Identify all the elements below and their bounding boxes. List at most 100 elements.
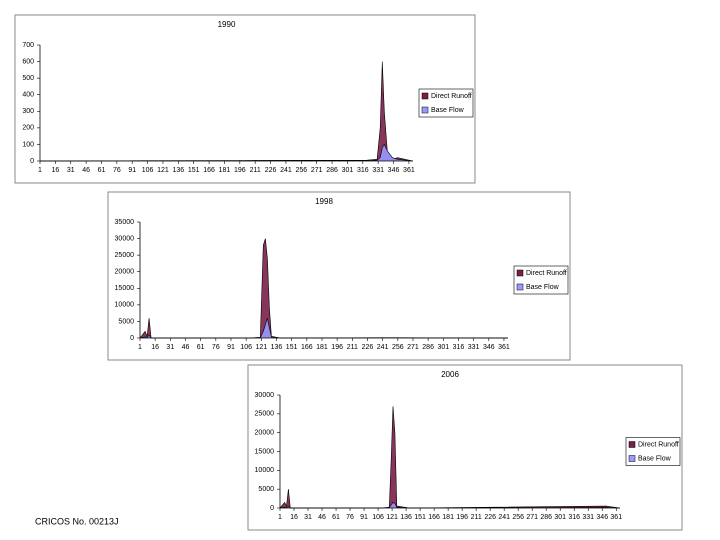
x-tick-label: 361	[498, 344, 510, 351]
x-tick-label: 1	[38, 167, 42, 174]
x-tick-label: 106	[372, 514, 384, 521]
x-tick-label: 331	[372, 167, 384, 174]
legend-swatch	[628, 441, 636, 448]
x-tick-label: 256	[392, 344, 404, 351]
x-tick-label: 106	[240, 344, 252, 351]
legend-swatch	[516, 269, 524, 277]
x-tick-label: 91	[227, 344, 235, 351]
y-tick-label: 400	[22, 92, 34, 99]
y-tick-label: 700	[22, 42, 34, 49]
x-tick-label: 76	[212, 344, 220, 351]
chart-frame	[247, 364, 683, 531]
y-tick-label: 35000	[115, 219, 135, 226]
x-tick-label: 181	[219, 167, 231, 174]
x-tick-label: 151	[188, 167, 200, 174]
x-tick-label: 316	[568, 514, 580, 521]
x-tick-label: 301	[437, 344, 449, 351]
x-tick-label: 241	[498, 514, 510, 521]
x-tick-label: 181	[316, 344, 328, 351]
legend-swatch	[421, 106, 429, 114]
x-tick-label: 196	[234, 167, 246, 174]
chart-frame	[107, 191, 571, 361]
y-tick-label: 500	[22, 75, 34, 82]
x-tick-label: 46	[318, 514, 326, 521]
legend-label: Direct Runoff	[526, 270, 567, 277]
x-tick-label: 16	[51, 167, 59, 174]
x-tick-label: 91	[360, 514, 368, 521]
x-tick-label: 46	[82, 167, 90, 174]
area	[139, 318, 509, 339]
x-tick-label: 91	[128, 167, 136, 174]
x-tick-label: 16	[290, 514, 298, 521]
area	[139, 238, 509, 339]
x-tick-label: 121	[255, 344, 267, 351]
x-tick-label: 181	[442, 514, 454, 521]
x-tick-label: 61	[197, 344, 205, 351]
x-tick-label: 286	[326, 167, 338, 174]
y-tick-label: 600	[22, 58, 34, 65]
y-tick-label: 0	[270, 505, 274, 512]
y-tick-label: 15000	[115, 285, 135, 292]
y-tick-label: 30000	[255, 392, 275, 399]
x-tick-label: 256	[295, 167, 307, 174]
x-tick-label: 211	[250, 167, 261, 174]
x-tick-label: 151	[286, 344, 298, 351]
x-tick-label: 331	[582, 514, 594, 521]
y-tick-label: 300	[22, 108, 34, 115]
x-tick-label: 241	[280, 167, 292, 174]
y-tick-label: 20000	[115, 269, 135, 276]
legend-swatch	[516, 283, 524, 291]
x-tick-label: 1	[278, 514, 282, 521]
x-tick-label: 166	[203, 167, 215, 174]
x-tick-label: 211	[347, 344, 358, 351]
x-tick-label: 121	[386, 514, 398, 521]
x-tick-label: 31	[67, 167, 75, 174]
x-tick-label: 76	[113, 167, 121, 174]
x-tick-label: 346	[388, 167, 400, 174]
y-tick-label: 5000	[118, 318, 134, 325]
x-tick-label: 271	[407, 344, 419, 351]
y-tick-label: 5000	[258, 486, 274, 493]
x-tick-label: 61	[332, 514, 340, 521]
x-tick-label: 331	[468, 344, 480, 351]
x-tick-label: 286	[540, 514, 552, 521]
chart-frame	[14, 14, 476, 184]
x-tick-label: 361	[403, 167, 415, 174]
x-tick-label: 301	[554, 514, 566, 521]
x-tick-label: 196	[331, 344, 343, 351]
y-tick-label: 100	[22, 141, 34, 148]
x-tick-label: 16	[151, 344, 159, 351]
footer: CRICOS No. 00213J	[35, 516, 119, 526]
x-tick-label: 76	[346, 514, 354, 521]
x-tick-label: 241	[377, 344, 389, 351]
y-tick-label: 0	[130, 335, 134, 342]
x-tick-label: 166	[301, 344, 313, 351]
x-tick-label: 121	[157, 167, 169, 174]
y-tick-label: 10000	[255, 467, 275, 474]
x-tick-label: 226	[484, 514, 496, 521]
chart-title: 1990	[218, 20, 236, 29]
y-tick-label: 25000	[115, 252, 135, 259]
x-tick-label: 301	[342, 167, 354, 174]
legend-swatch	[628, 455, 636, 462]
legend-label: Base Flow	[526, 284, 560, 291]
legend-label: Direct Runoff	[431, 93, 472, 100]
x-tick-label: 211	[471, 514, 482, 521]
legend-label: Base Flow	[638, 455, 672, 462]
x-tick-label: 226	[265, 167, 277, 174]
x-tick-label: 226	[362, 344, 374, 351]
x-tick-label: 106	[142, 167, 154, 174]
x-tick-label: 316	[357, 167, 369, 174]
x-tick-label: 271	[311, 167, 323, 174]
x-tick-label: 136	[172, 167, 184, 174]
x-tick-label: 346	[483, 344, 495, 351]
y-tick-label: 15000	[255, 448, 275, 455]
x-tick-label: 361	[610, 514, 622, 521]
x-tick-label: 271	[526, 514, 538, 521]
x-tick-label: 256	[512, 514, 524, 521]
x-tick-label: 286	[422, 344, 434, 351]
x-tick-label: 46	[182, 344, 190, 351]
x-tick-label: 166	[428, 514, 440, 521]
